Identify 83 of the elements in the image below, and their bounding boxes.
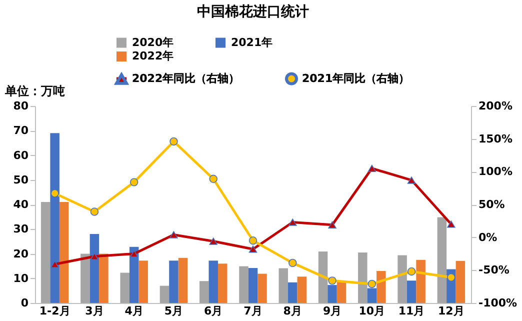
point xyxy=(447,273,456,282)
x-tick-label: 4月 xyxy=(124,304,144,318)
y2-tick-label: 200% xyxy=(478,100,512,112)
bar xyxy=(199,281,209,303)
point xyxy=(328,221,336,228)
bar xyxy=(416,260,426,303)
y-tick-label: 10 xyxy=(13,272,29,285)
point xyxy=(209,238,218,245)
y-tick-label: 40 xyxy=(13,198,29,211)
x-tick-label: 1-2月 xyxy=(39,304,70,318)
y-tick-label: 60 xyxy=(13,148,29,162)
point xyxy=(407,267,416,276)
legend-label: 2022年同比（右轴） xyxy=(132,72,240,86)
bar xyxy=(239,266,248,303)
y2-tick-label: 100% xyxy=(478,165,512,178)
point xyxy=(170,137,178,146)
bar xyxy=(456,260,466,303)
point xyxy=(50,189,59,198)
bar xyxy=(248,268,258,303)
bar xyxy=(50,133,60,303)
bar xyxy=(278,268,288,303)
point xyxy=(130,178,138,186)
point xyxy=(209,174,218,183)
legend-label: 2022年 xyxy=(132,50,174,62)
bar xyxy=(90,234,100,303)
bar xyxy=(120,272,130,303)
bar xyxy=(376,270,386,303)
x-tick-label: 3月 xyxy=(85,304,104,318)
point xyxy=(248,246,258,253)
bar xyxy=(218,264,228,303)
x-tick-label: 11月 xyxy=(398,304,425,318)
y2-tick-label: 50% xyxy=(478,198,505,211)
legend-label: 2020年 xyxy=(132,36,174,49)
bar xyxy=(288,282,298,303)
x-tick-label: 9月 xyxy=(322,304,342,318)
point xyxy=(447,220,456,228)
y-tick-label: 30 xyxy=(13,222,29,236)
bar xyxy=(258,274,267,303)
point xyxy=(368,280,376,288)
point xyxy=(288,218,297,226)
text: 单位：万吨 xyxy=(4,84,65,98)
point xyxy=(248,236,258,245)
bar xyxy=(59,202,69,303)
x-tick-label: 5月 xyxy=(164,304,184,318)
bar xyxy=(406,280,416,303)
bar xyxy=(336,282,346,303)
bar xyxy=(80,254,90,303)
bar xyxy=(178,258,188,303)
bar xyxy=(437,217,447,303)
point xyxy=(288,258,297,268)
y2-tick-label: 150% xyxy=(478,132,512,146)
bar xyxy=(398,255,407,303)
x-tick-label: 6月 xyxy=(204,304,223,318)
point xyxy=(170,231,178,238)
legend-label: 2021年同比（右轴） xyxy=(302,72,410,85)
y-tick-label: 20 xyxy=(13,247,29,260)
bar xyxy=(138,260,148,303)
x-tick-label: 12月 xyxy=(438,304,464,318)
x-tick-label: 8月 xyxy=(283,304,302,318)
bar xyxy=(208,260,218,303)
point xyxy=(407,176,416,184)
bar xyxy=(358,252,368,303)
legend-label: 2021年 xyxy=(231,36,273,49)
bar xyxy=(160,286,170,303)
x-tick-label: 10月 xyxy=(358,304,386,318)
y2-tick-label: 0% xyxy=(478,230,498,244)
point xyxy=(50,260,59,268)
point xyxy=(368,164,376,172)
bar xyxy=(297,276,307,303)
y2-tick-label: -50% xyxy=(478,264,510,277)
point xyxy=(328,276,336,285)
x-tick-label: 7月 xyxy=(244,304,262,318)
bar xyxy=(99,254,108,303)
bar xyxy=(40,202,50,303)
y2-tick-label: -100% xyxy=(478,296,518,310)
y-tick-label: 0 xyxy=(20,296,29,310)
bar xyxy=(169,260,178,303)
y-tick-label: 50 xyxy=(13,173,29,186)
y-tick-label: 70 xyxy=(13,124,29,138)
chart-title: 中国棉花进口统计 xyxy=(197,3,309,20)
point xyxy=(90,208,99,216)
bar xyxy=(318,252,328,303)
y-tick-label: 80 xyxy=(13,100,29,112)
